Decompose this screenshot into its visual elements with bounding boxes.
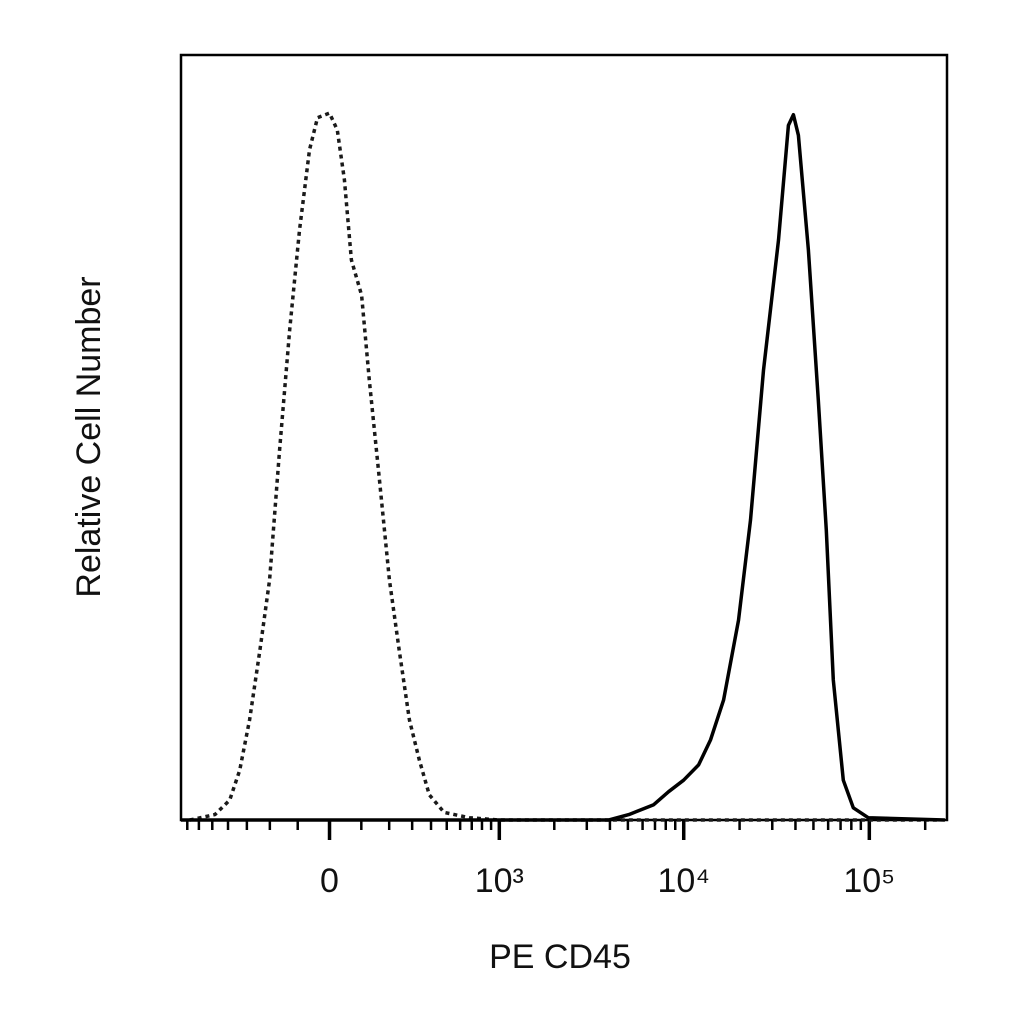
x-axis-label: PE CD45 <box>489 938 631 976</box>
x-tick-label: 10³ <box>475 862 524 900</box>
y-axis-label: Relative Cell Number <box>70 276 108 597</box>
plot-frame <box>179 53 949 822</box>
histogram-line <box>189 111 939 822</box>
x-tick-label: 0 <box>320 862 339 900</box>
x-tick-label: 10⁴ <box>658 862 710 900</box>
histogram-line <box>181 112 945 822</box>
x-tick-label: 10⁵ <box>843 862 895 900</box>
